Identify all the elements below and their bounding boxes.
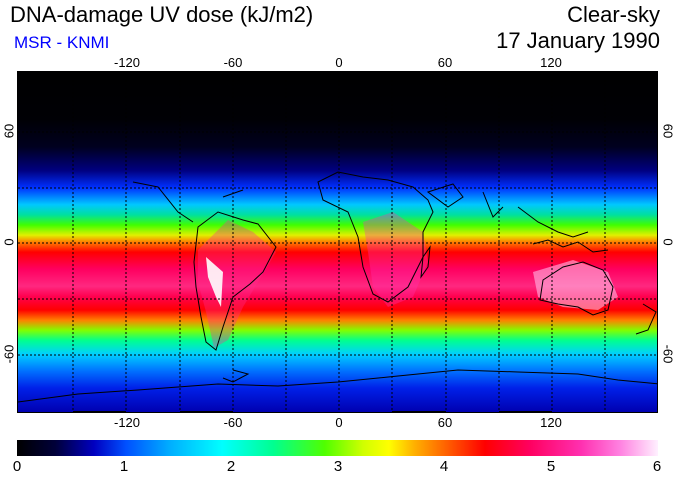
antarctica-coast	[18, 369, 657, 403]
bottom-lon-tick: 60	[437, 415, 453, 430]
frame-border-ticks	[18, 72, 657, 412]
madagascar-coast	[420, 245, 431, 279]
colorbar-tick: 6	[652, 458, 662, 475]
border-segment	[499, 411, 552, 412]
arabia-coast	[426, 183, 464, 208]
antarctic-peninsula-coast	[222, 369, 250, 383]
australia-coast	[539, 261, 614, 316]
bottom-lon-tick: 120	[540, 415, 562, 430]
southern-africa-land	[363, 212, 428, 307]
central-america-coast	[132, 181, 194, 223]
border-segment	[180, 72, 233, 75]
left-lat-tick: -60	[1, 344, 17, 364]
colorbar-tick: 2	[226, 458, 236, 475]
border-segment	[180, 411, 233, 412]
border-segment	[499, 72, 552, 75]
graticule	[18, 72, 657, 412]
new-zealand-coast	[635, 303, 657, 335]
border-segment	[73, 411, 126, 412]
top-lon-tick: 60	[437, 55, 453, 70]
colorbar	[17, 440, 658, 456]
map-overlay	[18, 72, 657, 412]
uv-dose-map	[17, 71, 658, 413]
andes-high-uv	[206, 257, 223, 307]
border-segment	[286, 72, 339, 75]
colorbar-tick: 1	[119, 458, 129, 475]
top-lon-tick: -60	[223, 55, 243, 70]
border-segment	[392, 72, 446, 75]
border-segment	[605, 72, 657, 75]
right-lat-tick: 0	[660, 238, 676, 246]
colorbar-tick: 0	[12, 458, 22, 475]
india-coast	[482, 191, 504, 218]
colorbar-tick: 5	[546, 458, 556, 475]
left-lat-tick: 60	[1, 123, 17, 139]
south-america-land	[198, 220, 276, 348]
bottom-lon-tick: 0	[335, 415, 343, 430]
top-lon-tick: -120	[113, 55, 141, 70]
coastlines	[18, 171, 657, 403]
border-segment	[392, 411, 446, 412]
southeast-asia-coast	[517, 206, 589, 238]
colorbar-tick: 4	[439, 458, 449, 475]
sky-condition-label: Clear-sky	[567, 2, 660, 27]
right-lat-tick: -60	[660, 344, 676, 364]
colorbar-tick: 3	[333, 458, 343, 475]
left-lat-tick: 0	[1, 238, 17, 246]
right-lat-tick: 60	[660, 123, 676, 139]
source-label: MSR - KNMI	[14, 33, 110, 52]
border-segment	[18, 72, 73, 75]
top-lon-tick: 0	[335, 55, 343, 70]
bottom-lon-tick: -120	[113, 415, 141, 430]
bottom-lon-tick: -60	[223, 415, 243, 430]
map-title: DNA-damage UV dose (kJ/m2)	[10, 2, 314, 27]
top-lon-tick: 120	[540, 55, 562, 70]
date-label: 17 January 1990	[496, 28, 660, 53]
indonesia-coast	[532, 239, 609, 253]
